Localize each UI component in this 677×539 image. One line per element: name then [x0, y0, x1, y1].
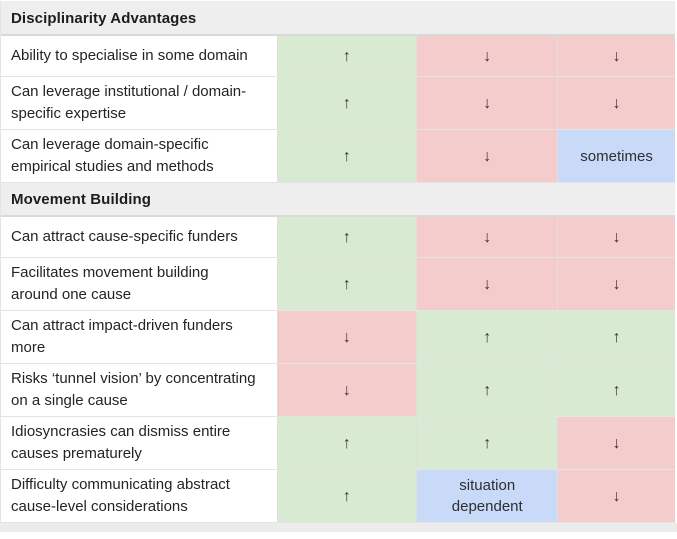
table-cell: ↓: [416, 36, 558, 76]
table-cell: ↑: [416, 311, 558, 363]
table-cell: ↑: [557, 364, 675, 416]
up-arrow-icon: ↑: [612, 381, 621, 399]
up-arrow-icon: ↑: [612, 328, 621, 346]
up-arrow-icon: ↑: [483, 434, 492, 452]
comparison-table: Disciplinarity Advantages Ability to spec…: [0, 1, 675, 523]
table-row: Can attract cause-specific funders ↑ ↓ ↓: [1, 217, 675, 258]
section-header: Movement Building: [1, 183, 675, 217]
up-arrow-icon: ↑: [342, 275, 351, 293]
table-cell: ↓: [557, 77, 675, 129]
table-row: Difficulty communicating abstract cause-…: [1, 470, 675, 523]
up-arrow-icon: ↑: [342, 434, 351, 452]
table-cell: sometimes: [557, 130, 675, 182]
table-cell: ↑: [276, 470, 417, 522]
down-arrow-icon: ↓: [342, 381, 351, 399]
row-label: Can leverage institutional / domain-spec…: [11, 83, 247, 122]
table-row: Ability to specialise in some domain ↑ ↓ ↓: [1, 36, 675, 77]
section-title: Disciplinarity Advantages: [11, 9, 197, 27]
down-arrow-icon: ↓: [483, 228, 492, 246]
table-cell: ↑: [416, 364, 558, 416]
down-arrow-icon: ↓: [483, 94, 492, 112]
down-arrow-icon: ↓: [483, 147, 492, 165]
table-cell: ↓: [557, 470, 675, 522]
table-row: Can leverage institutional / domain-spec…: [1, 77, 675, 130]
down-arrow-icon: ↓: [612, 434, 621, 452]
table-cell: ↑: [276, 36, 417, 76]
row-label: Facilitates movement building around one…: [11, 264, 209, 303]
table-cell: ↓: [416, 217, 558, 257]
table-cell: ↑: [557, 311, 675, 363]
table-cell: ↓: [416, 77, 558, 129]
section-header: Disciplinarity Advantages: [1, 2, 675, 36]
table-row: Risks ‘tunnel vision’ by concentrating o…: [1, 364, 675, 417]
table-cell: situation dependent: [416, 470, 558, 522]
down-arrow-icon: ↓: [612, 275, 621, 293]
table-cell: ↓: [416, 258, 558, 310]
cell-text: situation dependent: [451, 477, 523, 515]
table-cell: ↑: [276, 258, 417, 310]
down-arrow-icon: ↓: [483, 275, 492, 293]
down-arrow-icon: ↓: [483, 47, 492, 65]
up-arrow-icon: ↑: [342, 487, 351, 505]
table-cell: ↑: [416, 417, 558, 469]
row-label: Idiosyncrasies can dismiss entire causes…: [11, 423, 231, 462]
up-arrow-icon: ↑: [342, 47, 351, 65]
row-label: Can attract impact-driven funders more: [11, 317, 233, 356]
up-arrow-icon: ↑: [342, 147, 351, 165]
section-title: Movement Building: [11, 190, 152, 208]
table-cell: ↓: [557, 417, 675, 469]
up-arrow-icon: ↑: [342, 228, 351, 246]
table-cell: ↓: [416, 130, 558, 182]
table-row: Can leverage domain-specific empirical s…: [1, 130, 675, 183]
up-arrow-icon: ↑: [483, 381, 492, 399]
row-label: Can leverage domain-specific empirical s…: [11, 136, 214, 175]
table-cell: ↑: [276, 417, 417, 469]
table-row: Idiosyncrasies can dismiss entire causes…: [1, 417, 675, 470]
table-row: Facilitates movement building around one…: [1, 258, 675, 311]
table-cell: ↓: [557, 217, 675, 257]
row-label: Ability to specialise in some domain: [11, 47, 248, 64]
table-cell: ↑: [276, 130, 417, 182]
page-background-strip: [0, 523, 677, 532]
down-arrow-icon: ↓: [612, 47, 621, 65]
row-label: Can attract cause-specific funders: [11, 228, 238, 245]
table-row: Can attract impact-driven funders more ↓ ↑…: [1, 311, 675, 364]
cell-text: sometimes: [580, 147, 653, 165]
down-arrow-icon: ↓: [612, 228, 621, 246]
table-cell: ↓: [276, 364, 417, 416]
up-arrow-icon: ↑: [483, 328, 492, 346]
down-arrow-icon: ↓: [612, 487, 621, 505]
table-cell: ↓: [276, 311, 417, 363]
row-label: Difficulty communicating abstract cause-…: [11, 476, 230, 515]
table-cell: ↑: [276, 217, 417, 257]
down-arrow-icon: ↓: [342, 328, 351, 346]
down-arrow-icon: ↓: [612, 94, 621, 112]
table-cell: ↑: [276, 77, 417, 129]
row-label: Risks ‘tunnel vision’ by concentrating o…: [11, 370, 256, 409]
up-arrow-icon: ↑: [342, 94, 351, 112]
table-cell: ↓: [557, 36, 675, 76]
table-cell: ↓: [557, 258, 675, 310]
